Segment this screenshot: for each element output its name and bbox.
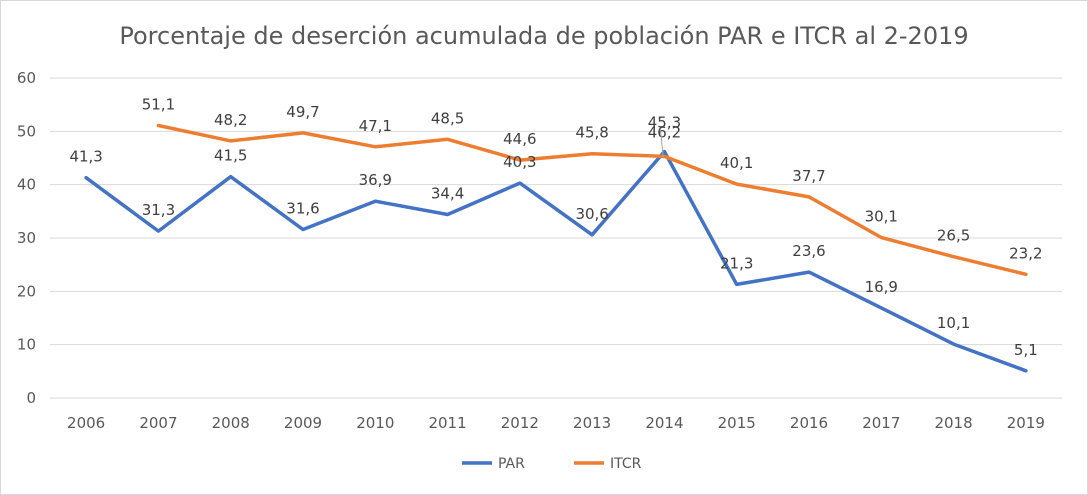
data-label-itcr: 40,1 [720,154,753,172]
chart-title: Porcentaje de deserción acumulada de pob… [119,22,968,50]
y-tick-label: 60 [17,69,36,87]
data-label-par: 40,3 [503,153,536,171]
data-label-itcr: 44,6 [503,130,536,148]
x-tick-label: 2017 [862,414,900,432]
data-labels: 41,3 31,3 41,5 31,6 36,9 34,4 40,3 30,6 46,2 21,3… [69,95,1042,358]
y-axis-ticks: 0 10 20 30 40 50 60 [17,69,36,407]
data-label-itcr: 37,7 [792,167,825,185]
x-tick-label: 2011 [428,414,466,432]
x-tick-label: 2007 [139,414,177,432]
x-tick-label: 2010 [356,414,394,432]
data-label-itcr: 48,5 [431,109,464,127]
data-label-par: 10,1 [937,314,970,332]
x-tick-label: 2013 [573,414,611,432]
data-label-itcr: 49,7 [286,103,319,121]
label-leader-line [659,129,664,159]
series-line-par [84,149,1028,373]
gridlines [50,77,1062,399]
x-axis-ticks: 2006 2007 2008 2009 2010 2011 2012 2013 2014 2015… [67,414,1045,432]
series-line-itcr [156,123,1028,277]
y-tick-label: 30 [17,229,36,247]
data-label-par: 46,2 [648,124,681,142]
x-tick-label: 2014 [645,414,683,432]
data-label-itcr: 45,8 [575,124,608,142]
legend-label-itcr: ITCR [610,456,642,472]
x-tick-label: 2016 [790,414,828,432]
data-label-par: 16,9 [865,278,898,296]
legend-label-par: PAR [498,456,525,472]
data-label-par: 31,3 [142,201,175,219]
x-tick-label: 2006 [67,414,105,432]
y-tick-label: 10 [17,336,36,354]
x-tick-label: 2018 [934,414,972,432]
series-lines [84,123,1028,373]
x-tick-label: 2008 [212,414,250,432]
x-tick-label: 2019 [1007,414,1045,432]
data-label-par: 34,4 [431,185,464,203]
data-label-par: 31,6 [286,199,319,217]
x-tick-label: 2009 [284,414,322,432]
data-label-itcr: 47,1 [359,117,392,135]
data-label-par: 21,3 [720,254,753,272]
y-tick-label: 20 [17,282,36,300]
legend: PAR ITCR [462,456,642,472]
x-tick-label: 2015 [718,414,756,432]
data-label-par: 41,3 [69,148,102,166]
data-label-itcr: 45,3 [648,113,681,131]
data-label-itcr: 23,2 [1009,244,1042,262]
data-label-par: 41,5 [214,147,247,165]
data-label-par: 5,1 [1014,341,1038,359]
data-label-par: 30,6 [575,205,608,223]
data-label-itcr: 51,1 [142,95,175,113]
data-label-par: 36,9 [359,171,392,189]
data-label-par: 23,6 [792,242,825,260]
y-tick-label: 0 [26,389,36,407]
data-label-itcr: 48,2 [214,111,247,129]
y-tick-label: 50 [17,122,36,140]
data-label-itcr: 30,1 [865,207,898,225]
y-tick-label: 40 [17,176,36,194]
data-label-itcr: 26,5 [937,227,970,245]
x-tick-label: 2012 [501,414,539,432]
